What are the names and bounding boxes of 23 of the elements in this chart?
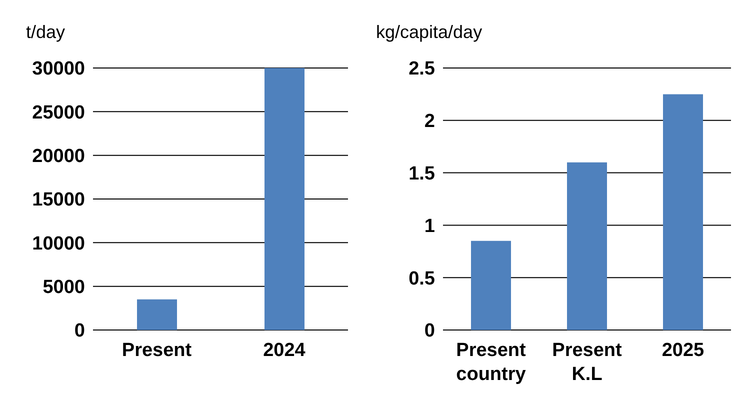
y-tick-label: 15000 (32, 190, 85, 211)
bar (567, 162, 607, 330)
y-tick-label: 25000 (32, 102, 85, 124)
x-tick-label: Present (122, 340, 192, 361)
y-tick-label: 1 (424, 216, 436, 237)
x-tick-label: 2024 (263, 340, 306, 361)
y-tick-label: 10000 (32, 233, 85, 254)
bar (471, 240, 511, 330)
y-axis-title: kg/capita/day (376, 22, 482, 43)
x-tick-label: Present country (456, 340, 527, 385)
y-tick-label: 0.5 (408, 268, 436, 290)
y-tick-label: 2 (424, 111, 435, 132)
x-tick-label: Present K.L (552, 340, 623, 385)
y-tick-label: 2.5 (408, 58, 436, 80)
y-tick-label: 0 (424, 320, 435, 342)
y-tick-label: 30000 (32, 58, 85, 80)
y-tick-label: 0 (74, 320, 85, 342)
y-tick-label: 20000 (32, 146, 85, 168)
y-tick-label: 5000 (42, 277, 85, 298)
y-tick-label: 1.5 (408, 164, 436, 185)
x-tick-label: 2025 (662, 340, 705, 361)
y-axis-title: t/day (26, 22, 66, 43)
bar (663, 94, 703, 330)
